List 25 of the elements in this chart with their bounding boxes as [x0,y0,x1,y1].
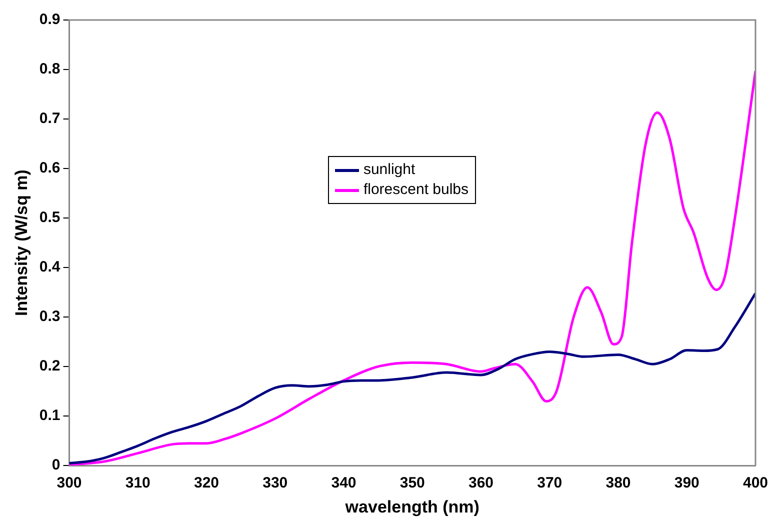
y-tick-label: 0.1 [39,407,60,424]
x-tick-label: 360 [468,474,494,492]
y-tick-label: 0.2 [39,358,60,375]
x-tick-label: 380 [606,474,631,492]
x-tick-label: 310 [125,474,150,492]
y-tick-label: 0.5 [39,209,60,226]
y-tick-label: 0.3 [39,308,60,326]
x-tick-label: 300 [56,474,82,492]
x-tick-label: 370 [537,474,562,492]
y-tick-label: 0.8 [39,60,60,78]
y-tick-label: 0 [52,456,60,474]
x-axis-title: wavelength (nm) [344,497,480,516]
x-tick-label: 390 [674,474,700,492]
legend-label: sunlight [363,160,416,180]
y-tick-label: 0.6 [39,160,60,177]
x-tick-label: 340 [331,474,356,492]
x-tick-label: 320 [194,474,220,492]
y-axis-title: Intensity (W/sq m) [12,170,31,316]
legend-label: florescent bulbs [363,180,469,200]
x-tick-label: 350 [400,474,425,492]
y-tick-label: 0.9 [39,11,60,28]
y-tick-label: 0.7 [39,110,60,128]
y-tick-label: 0.4 [39,258,61,276]
x-tick-label: 330 [262,474,288,492]
x-tick-label: 400 [742,474,768,492]
